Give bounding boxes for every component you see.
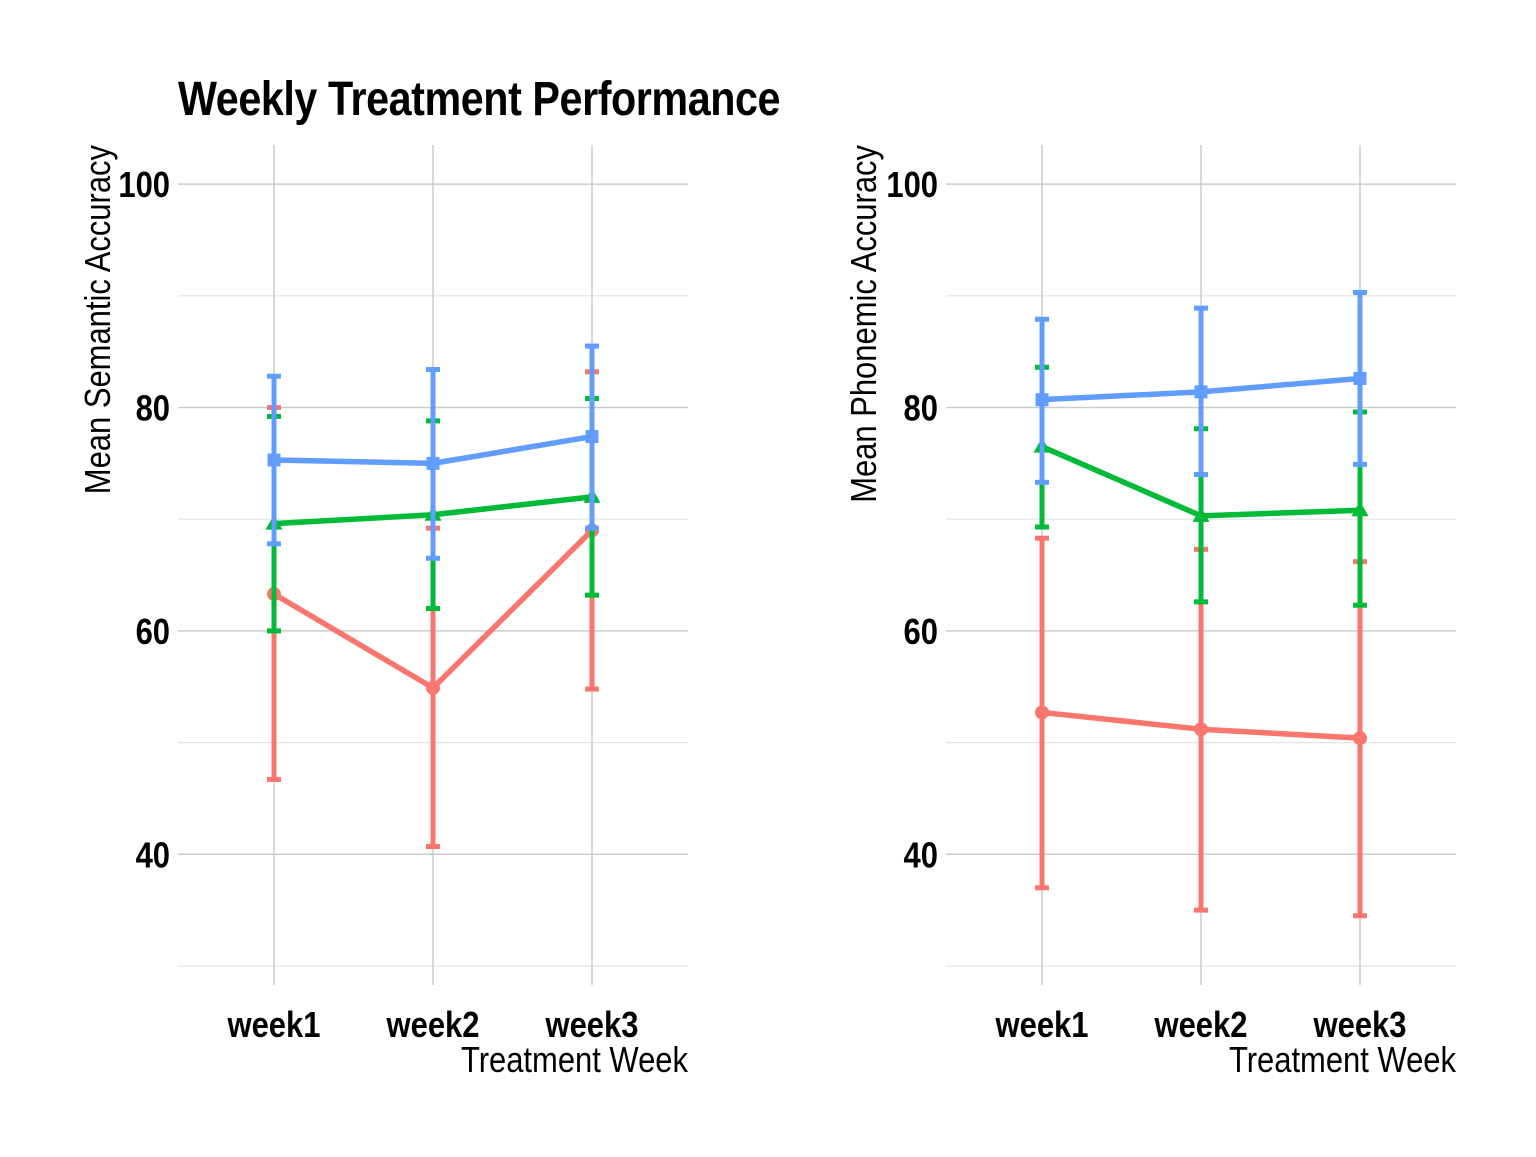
x-axis-label: Treatment Week <box>461 1041 688 1081</box>
y-tick-label: 80 <box>904 389 938 429</box>
data-point <box>426 456 440 470</box>
data-point <box>1353 371 1367 385</box>
x-tick-label: week3 <box>1313 1006 1407 1046</box>
x-tick-label: week2 <box>1154 1006 1248 1046</box>
data-point <box>1192 506 1210 522</box>
chart-title: Weekly Treatment Performance <box>178 73 781 126</box>
y-axis-label: Mean Phonemic Accuracy <box>845 145 885 503</box>
y-axis-label: Mean Semantic Accuracy <box>79 145 119 494</box>
data-point <box>1194 722 1208 737</box>
data-point <box>1194 385 1208 399</box>
y-tick-label: 40 <box>904 836 938 876</box>
data-point <box>267 453 281 467</box>
data-point <box>426 680 440 695</box>
x-tick-label: week1 <box>227 1006 321 1046</box>
y-tick-label: 100 <box>118 166 170 206</box>
y-tick-label: 80 <box>136 389 170 429</box>
y-tick-label: 100 <box>886 166 938 206</box>
y-tick-label: 60 <box>136 613 170 653</box>
data-point <box>1353 731 1367 746</box>
x-tick-label: week1 <box>995 1006 1089 1046</box>
x-tick-label: week3 <box>545 1006 639 1046</box>
series-1 <box>1035 535 1367 919</box>
data-point <box>585 430 599 444</box>
data-point <box>1035 705 1049 720</box>
y-tick-label: 60 <box>904 613 938 653</box>
series-3 <box>267 343 599 561</box>
data-point <box>1351 501 1369 517</box>
data-point <box>1035 393 1049 407</box>
x-axis-label: Treatment Week <box>1229 1041 1456 1081</box>
x-tick-label: week2 <box>386 1006 480 1046</box>
y-tick-label: 40 <box>136 836 170 876</box>
series-3 <box>1035 289 1367 485</box>
